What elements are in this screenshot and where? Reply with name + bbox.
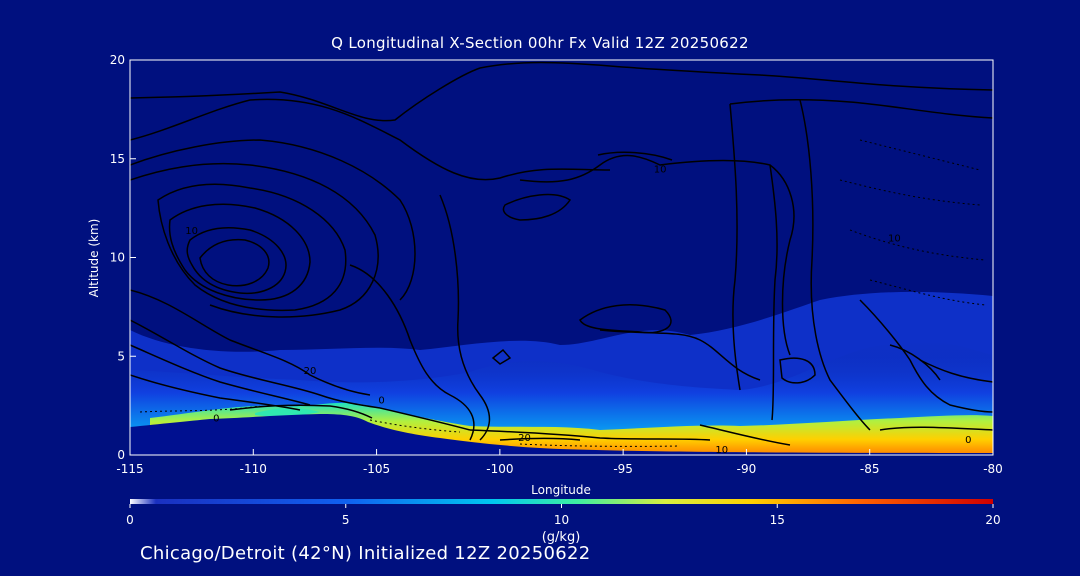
y-axis: 0 5 10 15 20 bbox=[110, 53, 136, 462]
contour-lines bbox=[130, 61, 993, 446]
moisture-field-slope bbox=[255, 407, 320, 417]
x-tick-label: -90 bbox=[737, 462, 757, 476]
colorbar-ticks: 0 5 10 15 20 bbox=[126, 504, 1001, 527]
colorbar-tick-label: 0 bbox=[126, 513, 134, 527]
contour-label: 10 bbox=[715, 445, 728, 456]
y-tick-label: 15 bbox=[110, 152, 125, 166]
x-axis: -115 -110 -105 -100 -95 -90 -85 -80 bbox=[116, 449, 1003, 476]
colorbar-tick-label: 10 bbox=[554, 513, 569, 527]
terrain-mask bbox=[130, 414, 993, 455]
x-tick-label: -105 bbox=[363, 462, 390, 476]
y-tick-label: 10 bbox=[110, 251, 125, 265]
y-tick-label: 20 bbox=[110, 53, 125, 67]
contour-label: 20 bbox=[518, 433, 531, 444]
run-info-footer: Chicago/Detroit (42°N) Initialized 12Z 2… bbox=[140, 543, 591, 564]
y-axis-label: Altitude (km) bbox=[87, 219, 101, 298]
x-tick-label: -80 bbox=[983, 462, 1003, 476]
contour-label-layer: 10 10 10 20 20 10 0 0 0 bbox=[185, 165, 971, 456]
y-tick-label: 0 bbox=[117, 448, 125, 462]
colorbar bbox=[130, 499, 993, 504]
colorbar-tick-label: 20 bbox=[985, 513, 1000, 527]
x-tick-label: -85 bbox=[860, 462, 880, 476]
contour-label: 0 bbox=[965, 435, 971, 446]
contour-label: 0 bbox=[378, 396, 384, 407]
contour-label: 20 bbox=[304, 366, 317, 377]
colorbar-tick-label: 15 bbox=[770, 513, 785, 527]
x-tick-label: -115 bbox=[116, 462, 143, 476]
x-axis-label: Longitude bbox=[531, 483, 591, 497]
colorbar-label: (g/kg) bbox=[542, 530, 581, 545]
chart-title: Q Longitudinal X-Section 00hr Fx Valid 1… bbox=[331, 34, 749, 52]
x-tick-label: -110 bbox=[240, 462, 267, 476]
contour-label: 0 bbox=[213, 413, 219, 424]
contour-label: 10 bbox=[654, 165, 667, 176]
x-tick-label: -95 bbox=[613, 462, 633, 476]
contour-label: 10 bbox=[185, 226, 198, 237]
colorbar-tick-label: 5 bbox=[342, 513, 350, 527]
y-tick-label: 5 bbox=[117, 349, 125, 363]
x-tick-label: -100 bbox=[486, 462, 513, 476]
dotted-contours bbox=[139, 139, 986, 447]
contour-label: 10 bbox=[888, 234, 901, 245]
